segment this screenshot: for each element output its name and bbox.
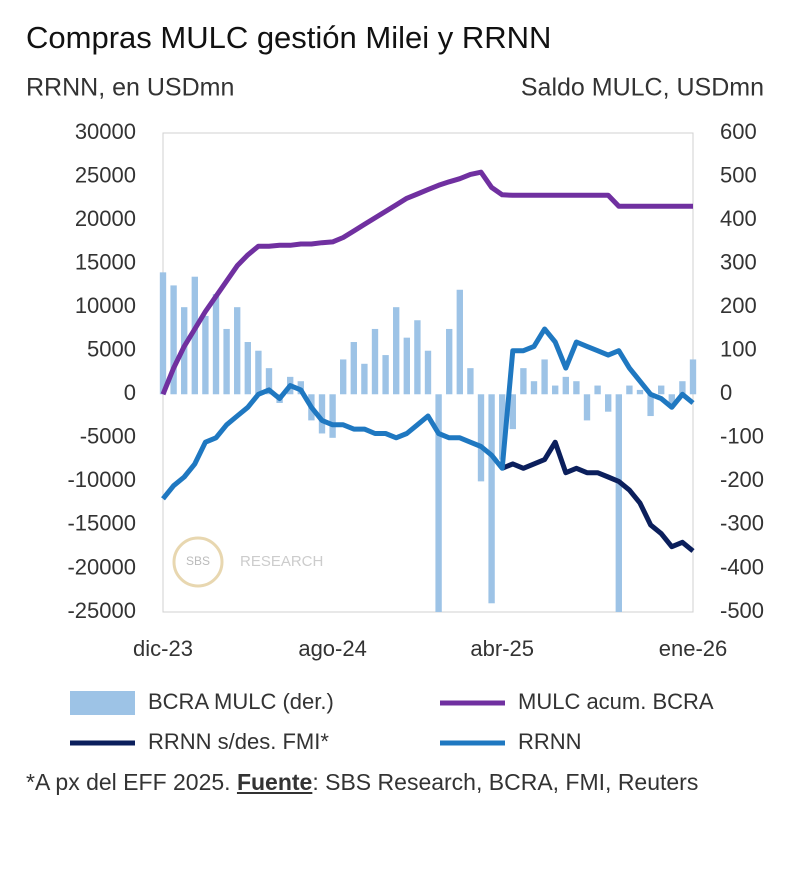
bar	[636, 389, 644, 395]
x-tick-label: abr-25	[470, 636, 534, 661]
bar	[265, 368, 273, 395]
bar	[668, 394, 675, 408]
y2-tick-label: 0	[720, 380, 732, 405]
bar	[159, 272, 167, 395]
legend-label: BCRA MULC (der.)	[148, 689, 334, 714]
legend-label: RRNN	[518, 729, 582, 754]
bar	[679, 381, 686, 395]
bar	[530, 381, 538, 395]
bar	[403, 337, 410, 395]
y2-tick-label: -100	[720, 424, 764, 449]
bar	[658, 385, 665, 395]
y-tick-label: 25000	[75, 162, 136, 187]
y-tick-label: -5000	[80, 424, 136, 449]
bar	[212, 294, 220, 395]
bar	[191, 276, 198, 395]
bar	[552, 385, 559, 395]
watermark: SBS	[186, 554, 210, 568]
legend-swatch	[70, 691, 135, 715]
bar	[446, 328, 453, 395]
y-tick-label: -25000	[67, 598, 136, 623]
bar	[202, 315, 209, 395]
bar	[541, 359, 548, 395]
footnote: *A px del EFF 2025. Fuente: SBS Research…	[26, 766, 786, 798]
bar	[467, 368, 474, 395]
bar	[340, 359, 347, 395]
y2-axis-title: Saldo MULC, USDmn	[521, 74, 764, 102]
y-tick-label: -20000	[67, 554, 136, 579]
y2-tick-label: 200	[720, 293, 757, 318]
bar	[562, 376, 569, 395]
bar	[424, 350, 432, 395]
bar	[329, 394, 336, 438]
line	[161, 326, 695, 501]
bar	[361, 363, 368, 395]
line	[160, 169, 693, 396]
y-tick-label: 10000	[75, 293, 136, 318]
bar	[583, 394, 591, 421]
bar	[435, 394, 442, 612]
bar	[350, 342, 357, 395]
bar	[647, 394, 654, 417]
bar	[689, 359, 697, 395]
watermark: RESEARCH	[240, 553, 323, 570]
bar	[244, 342, 251, 395]
bar	[371, 328, 379, 395]
bar	[488, 394, 495, 604]
y2-tick-label: 300	[720, 249, 757, 274]
logo	[172, 536, 224, 588]
bar	[223, 328, 230, 395]
note-source: Fuente	[236, 769, 313, 795]
legend-label: MULC acum. BCRA	[518, 689, 714, 714]
bar	[382, 355, 389, 395]
y-tick-label: 20000	[75, 206, 136, 231]
bar	[414, 320, 421, 395]
x-tick-label: ago-24	[298, 636, 367, 661]
y2-tick-label: 100	[720, 337, 757, 362]
bar	[499, 394, 506, 460]
bar	[477, 394, 485, 482]
bar	[520, 368, 527, 395]
y-tick-label: 30000	[75, 119, 136, 144]
line	[501, 439, 695, 553]
y2-tick-label: 400	[720, 206, 757, 231]
bar	[615, 394, 622, 612]
bar	[234, 307, 241, 395]
y2-tick-label: -500	[720, 598, 764, 623]
bar	[594, 385, 601, 395]
chart-title: Compras MULC gestión Milei y RRNN	[26, 20, 551, 55]
note-text: : SBS Research, BCRA, FMI, Reuters	[312, 769, 699, 795]
y-tick-label: 0	[124, 380, 136, 405]
bar	[170, 285, 177, 395]
bar	[573, 381, 580, 395]
bar	[509, 394, 516, 430]
y-tick-label: 15000	[75, 249, 136, 274]
bar	[318, 394, 326, 434]
x-tick-label: ene-26	[659, 636, 728, 661]
y2-tick-label: -400	[720, 554, 764, 579]
y-tick-label: 5000	[87, 337, 136, 362]
y2-tick-label: -300	[720, 511, 764, 536]
y2-tick-label: -200	[720, 467, 764, 492]
y-tick-label: -15000	[67, 511, 136, 536]
bar	[626, 385, 633, 395]
bar	[255, 350, 262, 395]
legend-label: RRNN s/des. FMI*	[148, 729, 329, 754]
bar	[456, 289, 463, 395]
y2-tick-label: 600	[720, 119, 757, 144]
note-text: *A px del EFF 2025.	[26, 769, 237, 795]
bar	[605, 394, 612, 412]
bar	[393, 307, 400, 395]
y-axis-title: RRNN, en USDmn	[26, 74, 234, 102]
x-tick-label: dic-23	[133, 636, 193, 661]
y2-tick-label: 500	[720, 162, 757, 187]
y-tick-label: -10000	[67, 467, 136, 492]
